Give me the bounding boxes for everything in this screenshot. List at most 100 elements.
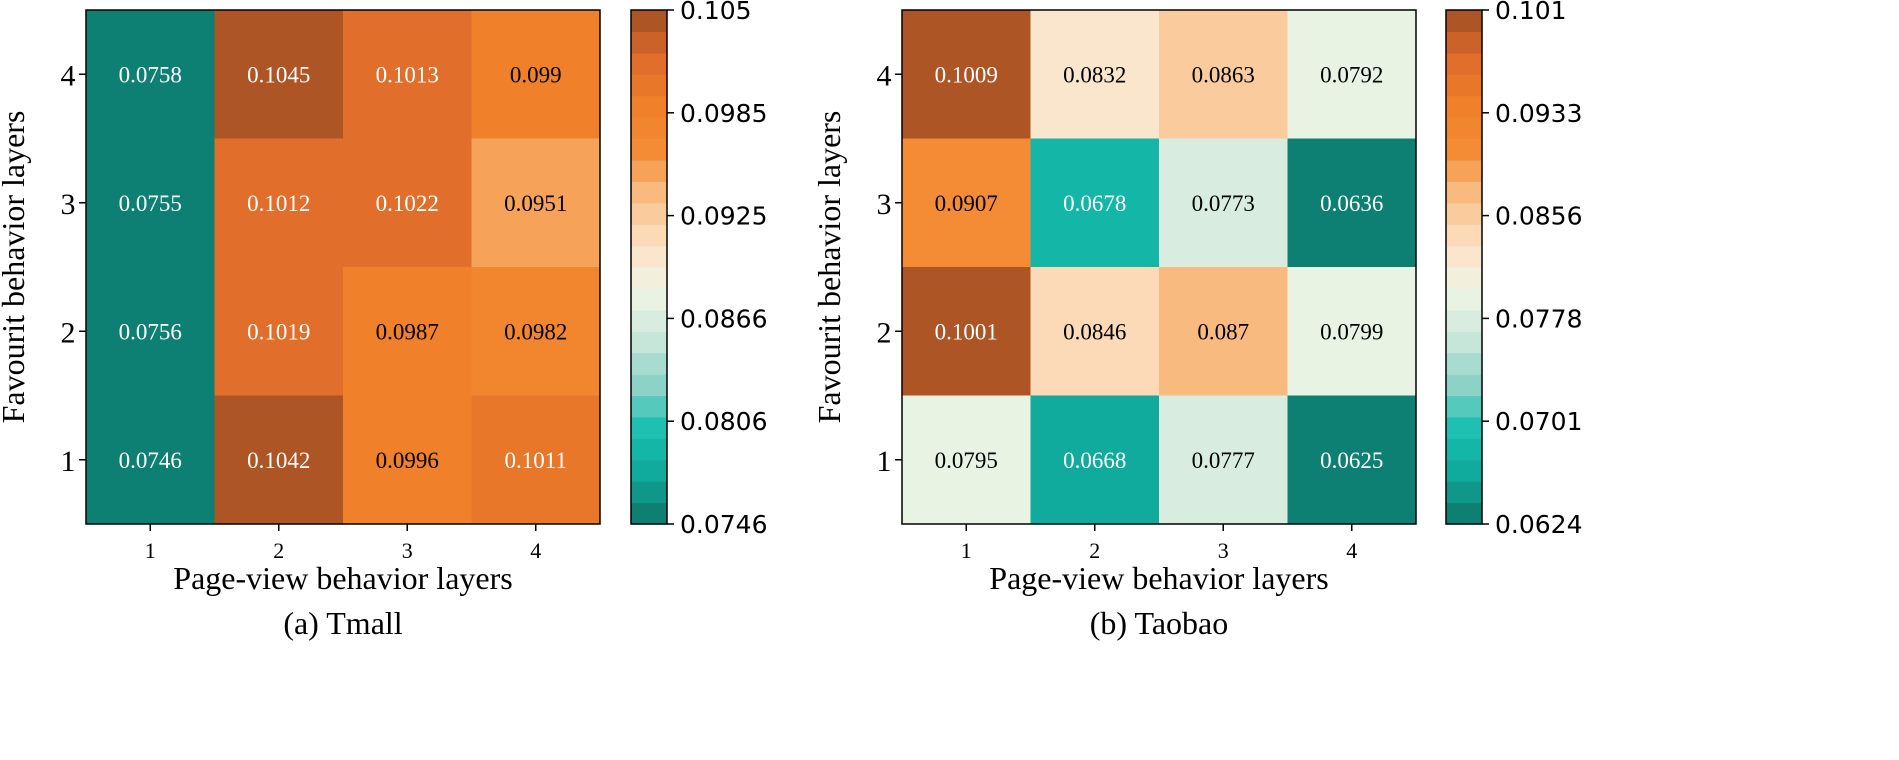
colorbar-segment [1446, 117, 1482, 140]
colorbar-segment [631, 395, 667, 418]
colorbar-segment [1446, 224, 1482, 247]
cell-value-label: 0.1042 [247, 448, 310, 473]
colorbar-segment [631, 31, 667, 54]
x-tick-label: 2 [1089, 538, 1100, 563]
colorbar-segment [631, 331, 667, 354]
cell-value-label: 0.1009 [935, 62, 998, 87]
colorbar-segment [1446, 352, 1482, 375]
heatmap-cell [1159, 138, 1288, 268]
heatmap-cell [471, 267, 601, 396]
cell-value-label: 0.1001 [935, 319, 998, 344]
heatmap-cell [902, 138, 1031, 268]
y-tick-label: 1 [877, 445, 892, 478]
cell-value-label: 0.0636 [1320, 191, 1383, 216]
x-tick-label: 3 [1218, 538, 1229, 563]
colorbar-segment [1446, 245, 1482, 268]
cell-value-label: 0.1013 [376, 62, 439, 87]
colorbar-segment [1446, 52, 1482, 75]
heatmap-cell [343, 138, 472, 268]
cell-value-label: 0.1012 [247, 191, 310, 216]
x-axis-title: Page-view behavior layers [989, 560, 1328, 596]
cell-value-label: 0.0987 [376, 319, 439, 344]
x-axis-title: Page-view behavior layers [173, 560, 512, 596]
cell-value-label: 0.0799 [1320, 319, 1383, 344]
colorbar-tick-label: 0.0856 [1495, 202, 1582, 231]
plot-frame [85, 9, 601, 525]
colorbar-segment [631, 245, 667, 268]
colorbar-tick-label: 0.0985 [680, 99, 767, 128]
cell-value-label: 0.0668 [1063, 448, 1126, 473]
heatmap-cell [86, 395, 215, 525]
heatmap-cell [902, 10, 1031, 139]
colorbar-segment [1446, 138, 1482, 161]
heatmap-cell [86, 267, 215, 396]
colorbar-frame [1445, 9, 1483, 525]
heatmap-cell [214, 267, 344, 396]
colorbar-tick-label: 0.0866 [680, 304, 767, 333]
cell-value-label: 0.0777 [1192, 448, 1255, 473]
colorbar-segment [1446, 202, 1482, 225]
colorbar-segment [1446, 374, 1482, 397]
colorbar-segment [631, 416, 667, 439]
colorbar-segment [631, 159, 667, 182]
colorbar-tick-label: 0.0778 [1495, 304, 1582, 333]
y-tick-label: 3 [61, 188, 76, 221]
x-tick-label: 4 [1346, 538, 1357, 563]
colorbar-segment [1446, 502, 1482, 525]
colorbar-segment [631, 309, 667, 332]
cell-value-label: 0.0982 [504, 319, 567, 344]
heatmap-panel-tmall: 0.0758 0.1045 0.1013 0.099 0.0755 0.1012 0.102… [0, 0, 767, 641]
cell-value-label: 0.0846 [1063, 319, 1126, 344]
colorbar-segment [1446, 288, 1482, 311]
colorbar-tick-label: 0.0624 [1495, 510, 1582, 539]
colorbar-segment [631, 502, 667, 525]
heatmap-cell [1159, 395, 1288, 525]
colorbar-segment [1446, 438, 1482, 461]
cell-value-label: 0.0795 [935, 448, 998, 473]
cell-value-label: 0.0792 [1320, 62, 1383, 87]
heatmap-cell [1030, 138, 1160, 268]
colorbar-segment [1446, 481, 1482, 504]
colorbar-segment [1446, 181, 1482, 204]
cell-value-label: 0.0773 [1192, 191, 1255, 216]
heatmap-cell [343, 267, 472, 396]
y-tick-label: 2 [61, 316, 76, 349]
colorbar-segment [631, 74, 667, 97]
colorbar-segment [631, 459, 667, 482]
panel-caption: (b) Taobao [1090, 605, 1228, 641]
colorbar-frame [630, 9, 668, 525]
colorbar-segment [631, 181, 667, 204]
heatmap-cell [1030, 10, 1160, 139]
cell-value-label: 0.1011 [505, 448, 567, 473]
heatmap-cell [902, 267, 1031, 396]
colorbar-tick-label: 0.101 [1495, 0, 1567, 25]
heatmap-cell [1287, 267, 1417, 396]
colorbar-segment [631, 202, 667, 225]
colorbar-segment [631, 224, 667, 247]
y-axis-title: Favourit behavior layers [0, 111, 31, 424]
colorbar-segment [631, 374, 667, 397]
colorbar-segment [1446, 267, 1482, 290]
heatmap-cell [1287, 395, 1417, 525]
cell-value-label: 0.0996 [376, 448, 439, 473]
x-tick-label: 1 [961, 538, 972, 563]
heatmap-cell [1159, 10, 1288, 139]
heatmap-cell [343, 10, 472, 139]
colorbar-segment [1446, 95, 1482, 118]
colorbar-segment [1446, 31, 1482, 54]
heatmap-cell [1287, 138, 1417, 268]
y-tick-label: 3 [877, 188, 892, 221]
cell-value-label: 0.0746 [119, 448, 182, 473]
x-tick-label: 2 [273, 538, 284, 563]
y-tick-label: 1 [61, 445, 76, 478]
cell-value-label: 0.0755 [119, 191, 182, 216]
heatmap-panel-taobao: 0.1009 0.0832 0.0863 0.0792 0.0907 0.0678 0.07… [811, 0, 1582, 641]
cell-value-label: 0.0758 [119, 62, 182, 87]
cell-value-label: 0.099 [510, 62, 562, 87]
x-tick-label: 1 [145, 538, 156, 563]
heatmap-cell [1030, 395, 1160, 525]
heatmap-cell [902, 395, 1031, 525]
cell-value-label: 0.0756 [119, 319, 182, 344]
heatmap-cell [1287, 10, 1417, 139]
y-tick-label: 4 [877, 59, 892, 92]
